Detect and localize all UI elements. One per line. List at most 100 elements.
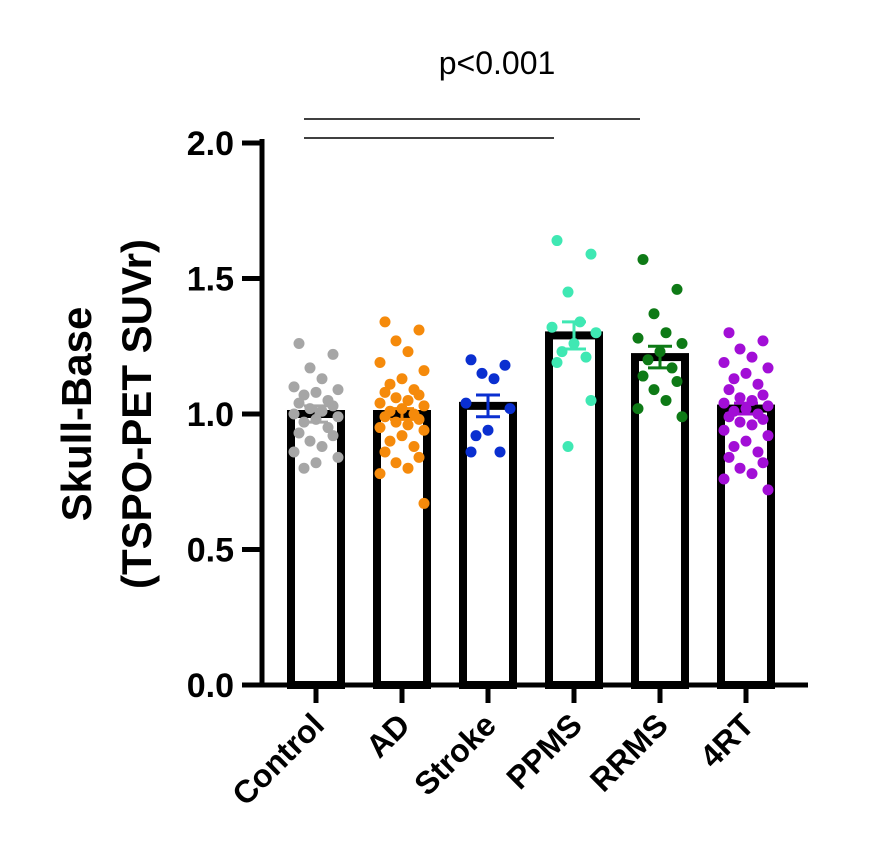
data-point-stroke [470,430,482,442]
data-point-4rt [762,430,774,442]
x-tick-label-control: Control [225,706,331,812]
data-point-ad [396,373,408,385]
bars [287,331,775,689]
data-points [288,235,774,509]
x-tick-label-ad: AD [359,706,417,764]
data-point-ad [408,441,420,453]
data-point-rrms [632,403,644,415]
data-point-ppms [562,441,574,453]
data-point-ad [390,457,402,469]
data-point-stroke [465,446,477,458]
data-point-control [310,386,322,398]
data-point-ad [402,394,414,406]
data-point-4rt [723,384,735,396]
data-point-4rt [734,416,746,428]
data-point-4rt [746,468,758,480]
data-point-4rt [752,378,764,390]
data-point-stroke [504,403,516,415]
data-point-4rt [728,441,740,453]
data-point-control [304,362,316,374]
data-point-ad [374,468,386,480]
data-point-4rt [718,357,730,369]
data-point-stroke [482,424,494,436]
y-tick-label: 1.5 [187,261,234,299]
bar-rrms [631,353,689,689]
data-point-ad [374,422,386,434]
data-point-4rt [718,473,730,485]
x-tick-label-ppms: PPMS [499,706,589,796]
y-tick-label: 1.0 [187,396,234,434]
data-point-4rt [734,462,746,474]
data-point-ppms [585,248,597,260]
error-bars [304,320,758,424]
data-point-4rt [728,373,740,385]
data-point-control [298,462,310,474]
data-point-ppms [580,351,592,363]
data-point-control [322,422,334,434]
data-point-ad [402,346,414,358]
data-point-control [293,338,305,350]
data-point-4rt [723,451,735,463]
data-point-control [332,411,344,423]
data-point-4rt [723,327,735,339]
data-point-control [293,427,305,439]
p-value-label: p<0.001 [439,45,556,81]
y-axis-label-line: (TSPO-PET SUVr) [113,239,160,589]
x-tick-label-stroke: Stroke [407,706,503,802]
data-point-ad [402,462,414,474]
data-point-ad [413,389,425,401]
data-point-rrms [642,354,654,366]
data-point-control [327,348,339,360]
data-point-control [288,408,300,420]
data-point-control [332,451,344,463]
data-point-control [316,373,328,385]
data-point-stroke [465,354,477,366]
data-point-4rt [740,435,752,447]
x-tick-label-rrms: RRMS [583,706,675,798]
data-point-4rt [757,335,769,347]
data-point-rrms [637,254,649,266]
data-point-control [310,457,322,469]
y-axis-label-line: Skull-Base [53,307,100,522]
data-point-control [288,381,300,393]
data-point-ppms [590,327,602,339]
data-point-4rt [752,446,764,458]
data-point-4rt [762,484,774,496]
data-point-4rt [746,351,758,363]
data-point-ad [418,497,430,509]
data-point-rrms [632,332,644,344]
data-point-rrms [671,375,683,387]
data-point-ad [418,400,430,412]
data-point-stroke [488,373,500,385]
data-point-4rt [757,413,769,425]
data-point-stroke [476,367,488,379]
data-point-ad [374,397,386,409]
bar-4rt [717,404,775,689]
data-point-4rt [740,367,752,379]
data-point-4rt [757,389,769,401]
data-point-ad [390,392,402,404]
y-tick-label: 0.5 [187,532,234,570]
data-point-ad [379,411,391,423]
data-point-ad [413,413,425,425]
x-tick-label-4rt: 4RT [693,706,762,775]
significance-annotation: p<0.001 [304,45,640,139]
data-point-ad [374,357,386,369]
data-point-stroke [499,359,511,371]
data-point-rrms [660,327,672,339]
y-tick-label: 2.0 [187,125,234,163]
data-point-ad [413,324,425,336]
data-point-control [327,430,339,442]
data-point-rrms [660,394,672,406]
data-point-rrms [671,283,683,295]
data-point-4rt [746,419,758,431]
data-point-rrms [648,308,660,320]
data-point-ppms [551,235,563,247]
data-point-control [288,446,300,458]
data-point-4rt [762,400,774,412]
data-point-ppms [562,286,574,298]
data-point-4rt [718,397,730,409]
data-point-ad [379,386,391,398]
data-point-ad [390,335,402,347]
